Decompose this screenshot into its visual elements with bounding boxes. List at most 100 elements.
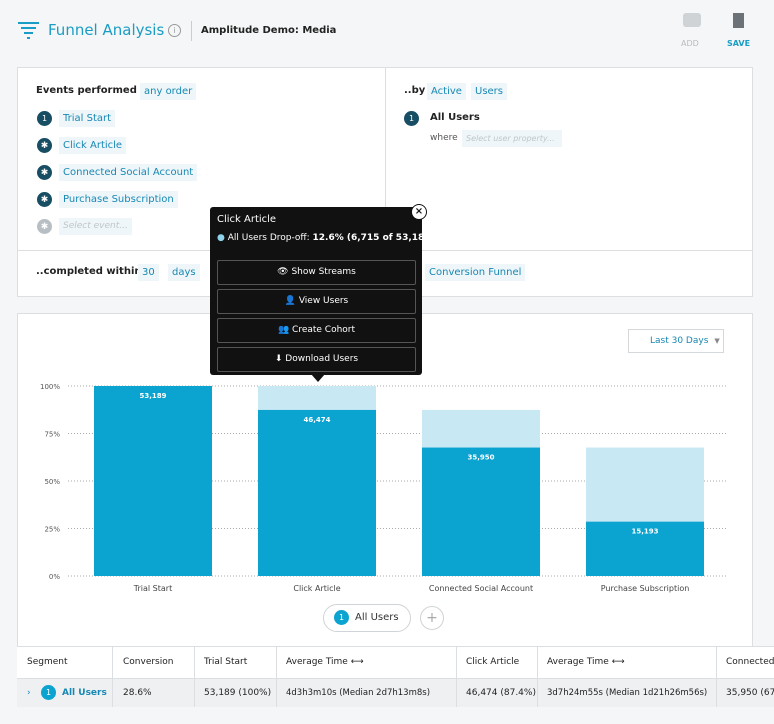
- date-range-text: Last 30 Days: [650, 336, 709, 346]
- segment-name[interactable]: All Users: [430, 112, 480, 123]
- step-icon: ✱: [37, 219, 52, 234]
- event-chip[interactable]: Connected Social Account: [59, 164, 198, 181]
- by-label: ..by: [404, 85, 426, 96]
- column-header: Connected Social Account: [726, 657, 774, 667]
- step-icon: ✱: [37, 138, 52, 153]
- step-number: 1: [37, 111, 52, 126]
- x-tick-label: Click Article: [293, 584, 340, 593]
- cell: 35,950 (67.6%): [726, 688, 774, 698]
- button-label: Create Cohort: [292, 325, 356, 335]
- column-header: Segment: [27, 657, 68, 667]
- cell: 28.6%: [123, 688, 152, 698]
- y-tick-label: 0%: [49, 573, 60, 581]
- dropoff-value: 12.6% (6,715 of 53,189): [312, 233, 435, 243]
- divider: [276, 647, 277, 707]
- bar-label: 53,189: [139, 392, 166, 400]
- show-streams-button[interactable]: 👁 Show Streams: [217, 260, 416, 285]
- bar: [94, 386, 212, 576]
- where-label: where: [430, 133, 458, 143]
- save-button[interactable]: SAVE: [727, 39, 751, 48]
- bullet: ●: [217, 233, 225, 243]
- create-cohort-button[interactable]: 👥 Create Cohort: [217, 318, 416, 343]
- divider: [385, 68, 386, 250]
- y-tick-label: 100%: [40, 383, 60, 391]
- bar: [586, 521, 704, 576]
- divider: [537, 647, 538, 707]
- cell: 46,474 (87.4%): [466, 688, 536, 698]
- segment-pill[interactable]: 1 All Users: [323, 604, 411, 632]
- bar-label: 46,474: [303, 416, 330, 424]
- bar-label: 15,193: [631, 528, 658, 536]
- column-header: Average Time ⟷: [286, 657, 364, 667]
- download-users-button[interactable]: ⬇ Download Users: [217, 347, 416, 372]
- funnel-icon: [18, 22, 39, 39]
- step-icon: ✱: [37, 192, 52, 207]
- completed-label: ..completed within: [36, 266, 142, 277]
- event-placeholder[interactable]: Select event...: [59, 218, 132, 235]
- close-button[interactable]: ×: [411, 204, 427, 220]
- table-row[interactable]: › 1 All Users 28.6% 53,189 (100%) 4d3h3m…: [17, 679, 774, 707]
- divider: [716, 647, 717, 707]
- cell: 53,189 (100%): [204, 688, 272, 698]
- button-label: Download Users: [285, 354, 359, 364]
- y-tick-label: 50%: [44, 478, 60, 486]
- divider: [112, 647, 113, 707]
- y-tick-label: 75%: [44, 431, 60, 439]
- divider: [191, 21, 192, 41]
- unit-chip[interactable]: days: [168, 264, 200, 281]
- column-header: Average Time ⟷: [547, 657, 625, 667]
- tooltip-dropoff: ● All Users Drop-off: 12.6% (6,715 of 53…: [217, 233, 435, 243]
- cell: All Users: [62, 688, 107, 698]
- bar: [258, 409, 376, 576]
- info-icon[interactable]: i: [168, 24, 181, 37]
- metric-chip[interactable]: Active: [427, 83, 466, 100]
- cell: 3d7h24m55s (Median 1d21h26m56s): [547, 688, 708, 698]
- x-tick-label: Purchase Subscription: [601, 584, 690, 593]
- page-title: Funnel Analysis: [48, 21, 165, 39]
- column-header: Click Article: [466, 657, 520, 667]
- column-header: Conversion: [123, 657, 174, 667]
- cell: 4d3h3m10s (Median 2d7h13m8s): [286, 688, 431, 698]
- caret: ▼: [714, 337, 720, 345]
- x-tick-label: Trial Start: [133, 584, 172, 593]
- event-chip[interactable]: Click Article: [59, 137, 127, 154]
- entity-chip[interactable]: Users: [471, 83, 508, 100]
- table-header: Segment Conversion Trial Start Average T…: [17, 647, 774, 679]
- step-icon: ✱: [37, 165, 52, 180]
- segment-number: 1: [404, 111, 419, 126]
- events-label: Events performed in: [36, 85, 151, 96]
- add-icon: [683, 13, 701, 27]
- view-users-button[interactable]: 👤 View Users: [217, 289, 416, 314]
- pill-name: All Users: [355, 612, 399, 623]
- bar: [422, 447, 540, 576]
- mode-chip[interactable]: Conversion Funnel: [425, 264, 526, 281]
- add-segment[interactable]: +: [420, 606, 444, 630]
- order-chip[interactable]: any order: [140, 83, 197, 100]
- date-range[interactable]: Last 30 Days ▼: [628, 329, 724, 353]
- divider: [456, 647, 457, 707]
- column-header: Trial Start: [204, 657, 248, 667]
- expand-icon[interactable]: ›: [27, 688, 31, 698]
- bar-label: 35,950: [467, 454, 494, 462]
- divider: [194, 647, 195, 707]
- project-name[interactable]: Amplitude Demo: Media: [201, 25, 337, 36]
- event-chip[interactable]: Trial Start: [59, 110, 116, 127]
- where-placeholder[interactable]: Select user property...: [462, 130, 562, 147]
- tooltip-arrow: [311, 374, 325, 382]
- y-tick-label: 25%: [44, 526, 60, 534]
- button-label: Show Streams: [291, 267, 356, 277]
- pill-number: 1: [334, 610, 349, 625]
- results-table: Segment Conversion Trial Start Average T…: [17, 646, 774, 707]
- save-icon: [733, 13, 744, 28]
- button-label: View Users: [298, 296, 349, 306]
- event-chip[interactable]: Purchase Subscription: [59, 191, 178, 208]
- add-button[interactable]: ADD: [681, 39, 699, 48]
- dropoff-label: All Users Drop-off:: [227, 233, 310, 243]
- count-chip[interactable]: 30: [138, 264, 159, 281]
- x-tick-label: Connected Social Account: [429, 584, 533, 593]
- tooltip-title: Click Article: [217, 214, 277, 225]
